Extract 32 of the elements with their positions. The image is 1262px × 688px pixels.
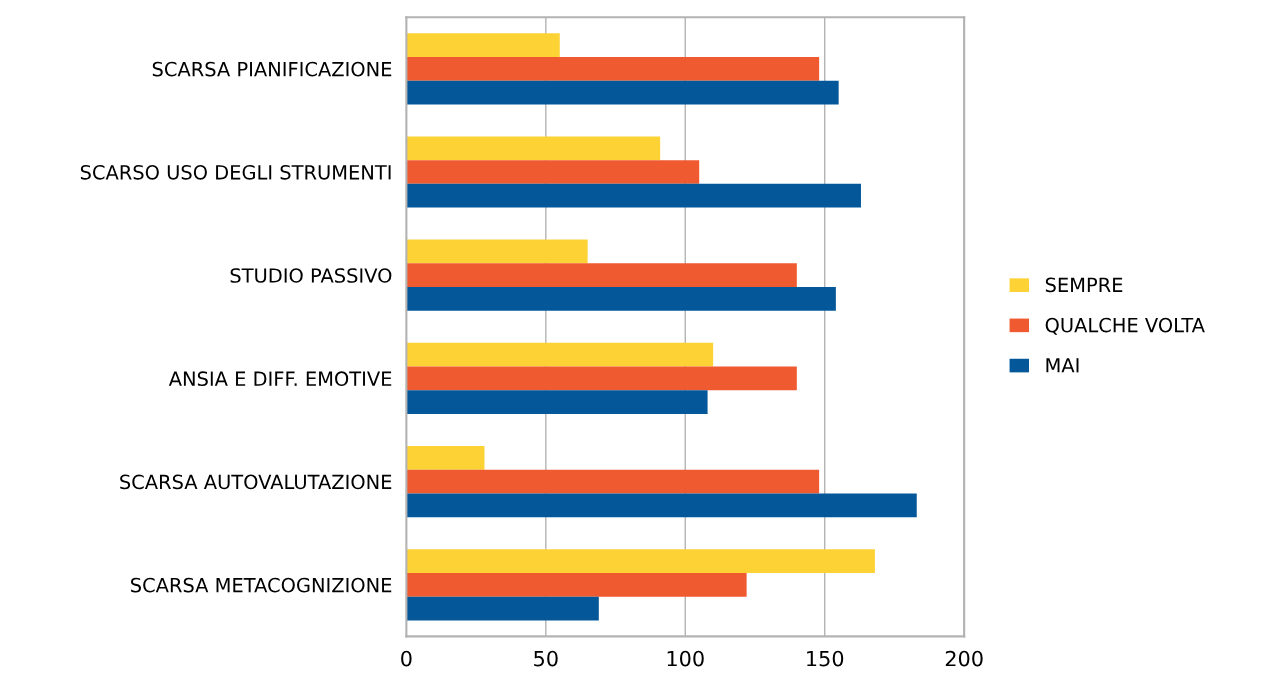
- x-tick-label: 200: [945, 650, 983, 667]
- legend-label: MAI: [1046, 358, 1079, 373]
- bar: [406, 549, 875, 573]
- bar: [406, 287, 836, 311]
- bar: [406, 572, 747, 597]
- y-tick-label: STUDIO PASSIVO: [230, 268, 392, 283]
- x-tick-label: 50: [534, 650, 558, 667]
- y-tick-label: SCARSA METACOGNIZIONE: [131, 577, 392, 593]
- x-tick-label: 0: [401, 650, 412, 667]
- bar: [406, 183, 861, 208]
- x-tick-label: 100: [667, 650, 704, 667]
- bar: [406, 56, 820, 81]
- bar: [406, 446, 485, 470]
- bar: [406, 596, 599, 621]
- x-tick-label: 150: [807, 650, 844, 667]
- bar: [406, 469, 820, 494]
- y-tick-label: SCARSA PIANIFICAZIONE: [152, 61, 392, 77]
- legend-label: QUALCHE VOLTA: [1045, 317, 1205, 335]
- bar: [406, 160, 700, 184]
- y-tick-label: SCARSO USO DEGLI STRUMENTI: [80, 164, 391, 180]
- bar: [406, 366, 797, 391]
- y-tick-label: SCARSA AUTOVALUTAZIONE: [120, 474, 392, 490]
- y-tick-label: ANSIA E DIFF. EMOTIVE: [168, 371, 392, 387]
- bar: [406, 136, 661, 161]
- bar: [406, 239, 588, 264]
- bar: [406, 80, 839, 105]
- bar: [406, 263, 797, 288]
- bar: [406, 493, 917, 518]
- bar: [406, 390, 708, 414]
- legend-label: SEMPRE: [1045, 277, 1123, 293]
- bar: [406, 342, 714, 367]
- bar: [406, 33, 560, 57]
